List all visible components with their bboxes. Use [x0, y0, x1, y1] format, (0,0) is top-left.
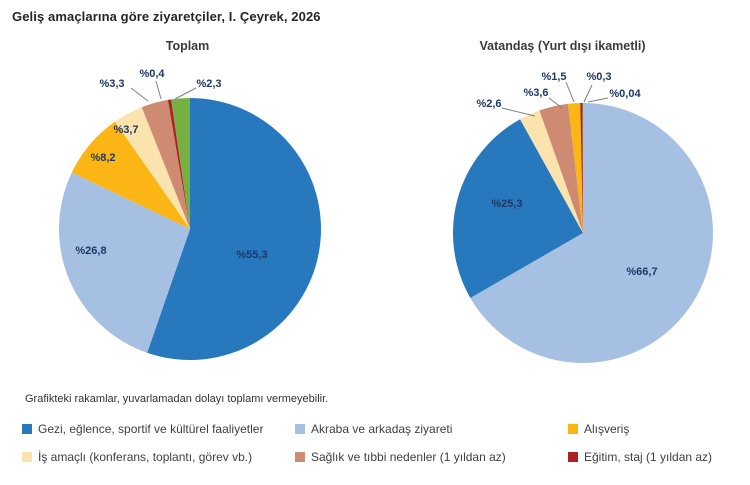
leader-line-egitim: [155, 80, 162, 100]
legend-swatch-saglik: [295, 452, 305, 462]
pie-slice-saglik: [141, 99, 190, 229]
legend-swatch-akraba: [295, 424, 305, 434]
pie-slice-alisveris: [71, 121, 190, 229]
pie-label-alisveris: %1,5: [541, 71, 566, 83]
pie-slice-gezi-eglence: [453, 119, 583, 298]
pie-label-is-amacli: %3,7: [113, 124, 138, 136]
pie-chart-total: Toplam %55,3 %26,8 %8,2 %3,7 %3,3 %0,4 %2,3: [0, 36, 375, 391]
leader-line-other: [174, 87, 197, 100]
pie-label-akraba-arkadas: %26,8: [75, 245, 106, 257]
legend-label-akraba: Akraba ve arkadaş ziyareti: [311, 422, 453, 436]
rounding-footnote: Grafikteki rakamlar, yuvarlamadan dolayı…: [25, 393, 329, 405]
pie-chart-total-svg: %55,3 %26,8 %8,2 %3,7 %3,3 %0,4 %2,3: [59, 68, 322, 360]
leader-line-saglik: [548, 97, 563, 109]
leader-line-egitim: [583, 84, 593, 103]
pie-label-egitim: %0,3: [586, 71, 611, 83]
legend-swatch-egitim: [568, 452, 578, 462]
leader-line-other: [587, 97, 609, 103]
pie-chart-citizens-abroad: Vatandaş (Yurt dışı ikametli) %66,7 %25,3…: [375, 36, 750, 391]
pie-slice-is-amacli: [520, 110, 583, 233]
legend-item-alisveris: Alışveriş: [568, 422, 750, 436]
pie-chart-citizens-abroad-svg: %66,7 %25,3 %2,6 %3,6 %1,5 %0,3 %0,04: [453, 71, 713, 363]
pie-slice-gezi-eglence: [147, 98, 322, 360]
pie-label-saglik: %3,6: [523, 87, 548, 99]
pie-label-is-amacli: %2,6: [476, 98, 501, 110]
legend-label-is-amacli: İş amaçlı (konferans, toplantı, görev vb…: [38, 450, 253, 464]
pie-label-alisveris: %8,2: [90, 152, 115, 164]
pie-slice-egitim: [580, 103, 583, 233]
legend-item-gezi: Gezi, eğlence, sportif ve kültürel faali…: [22, 422, 295, 436]
leader-line-is-amacli: [501, 107, 536, 117]
legend-swatch-gezi: [22, 424, 32, 434]
pie-slice-alisveris: [568, 103, 583, 234]
pie-slice-is-amacli: [115, 107, 190, 229]
legend-item-egitim: Eğitim, staj (1 yıldan az): [568, 450, 750, 464]
legend-swatch-is-amacli: [22, 452, 32, 462]
legend-swatch-alisveris: [568, 424, 578, 434]
legend-item-akraba: Akraba ve arkadaş ziyareti: [295, 422, 568, 436]
pie-label-other: %2,3: [196, 78, 221, 90]
chart-legend: Gezi, eğlence, sportif ve kültürel faali…: [22, 422, 750, 464]
legend-item-is-amacli: İş amaçlı (konferans, toplantı, görev vb…: [22, 450, 295, 464]
pie-slice-akraba-arkadas: [470, 103, 713, 363]
page-title: Geliş amaçlarına göre ziyaretçiler, I. Ç…: [12, 9, 321, 24]
legend-label-gezi: Gezi, eğlence, sportif ve kültürel faali…: [38, 422, 264, 436]
pie-label-other: %0,04: [609, 88, 641, 100]
pie-chart-citizens-abroad-title: Vatandaş (Yurt dışı ikametli): [479, 39, 646, 53]
legend-label-egitim: Eğitim, staj (1 yıldan az): [584, 450, 713, 464]
legend-label-saglik: Sağlık ve tıbbi nedenler (1 yıldan az): [311, 450, 506, 464]
leader-line-saglik: [130, 87, 149, 102]
pie-slice-akraba-arkadas: [59, 172, 190, 353]
pie-slice-egitim: [167, 99, 190, 229]
pie-slice-other: [171, 98, 190, 229]
legend-label-alisveris: Alışveriş: [584, 422, 630, 436]
pie-label-gezi-eglence: %25,3: [491, 198, 522, 210]
charts-row: Toplam %55,3 %26,8 %8,2 %3,7 %3,3 %0,4 %2,3 Va…: [0, 36, 750, 391]
legend-item-saglik: Sağlık ve tıbbi nedenler (1 yıldan az): [295, 450, 568, 464]
leader-line-alisveris: [565, 81, 575, 103]
pie-slice-saglik: [539, 103, 583, 233]
pie-label-gezi-eglence: %55,3: [236, 249, 267, 261]
pie-label-akraba-arkadas: %66,7: [626, 266, 657, 278]
pie-label-saglik: %3,3: [99, 78, 124, 90]
pie-label-egitim: %0,4: [139, 68, 165, 80]
pie-chart-total-title: Toplam: [165, 39, 210, 53]
